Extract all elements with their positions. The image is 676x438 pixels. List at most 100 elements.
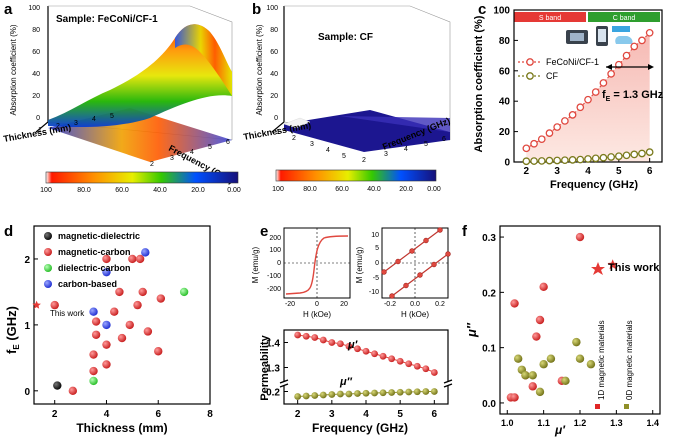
hysteresis-right: 10 5 0 -5 -10 -0.2 0.0 0.2 H (kOe) M (em…: [355, 227, 451, 319]
hyst-right-xtick: -0.2: [384, 301, 396, 308]
permeability-xtick-label: 5: [397, 409, 403, 420]
data-point-cf: [622, 151, 631, 160]
panel-b-xtick: 3: [310, 141, 314, 148]
panel-b-colorbar-tick: 60.0: [335, 186, 349, 193]
hyst-right-point: [395, 258, 401, 265]
hyst-right-point: [437, 227, 443, 233]
hyst-right-xtick: 0.0: [410, 301, 420, 308]
panel-f-ytick-label: 0.3: [482, 233, 496, 244]
panel-c-xlabel: Frequency (GHz): [550, 179, 638, 191]
panel-a-ztick: 20: [32, 93, 40, 100]
panel-a-colorbar-tick: 20.0: [191, 187, 205, 194]
mu-prime-point: [336, 340, 344, 348]
data-point-cf: [530, 157, 538, 165]
device-icon: [566, 26, 608, 46]
panel-d-frame: [33, 225, 211, 405]
panel-d-ylabel-sub: E: [12, 344, 21, 350]
data-point-cf: [568, 156, 577, 164]
mu-prime-point: [354, 345, 361, 353]
hyst-right-point: [423, 237, 429, 244]
panel-b-xtick: 5: [342, 153, 346, 160]
mu-prime-point: [362, 347, 370, 355]
data-point-cf: [630, 150, 639, 159]
data-point-feconi: [591, 88, 600, 96]
data-point-0d: [561, 376, 570, 386]
panel-f-xtick-label: 1.1: [537, 418, 550, 428]
mu-prime-point: [413, 362, 421, 370]
panel-a-ytick: 4: [190, 149, 194, 156]
mu-double-prime-point: [396, 388, 404, 396]
axis-break-right: [444, 381, 452, 386]
panel-a-colorbar-tick: 40.0: [153, 187, 167, 194]
panel-b-ztick: 80: [270, 27, 278, 34]
mu-prime-point: [302, 332, 310, 340]
axis-break-mark: [443, 383, 453, 388]
panel-f-frame: [499, 225, 661, 415]
panel-b-ytick: 4: [404, 146, 408, 153]
hyst-right-ytick: 5: [375, 245, 379, 252]
panel-f-xtick-label: 1.3: [610, 418, 623, 428]
hyst-left-ytick: 0: [277, 260, 281, 267]
panel-b-colorbar-tick: 100: [272, 186, 284, 193]
legend-label-feconi: FeCoNi/CF-1: [546, 57, 599, 67]
mu-double-prime-point: [354, 390, 361, 397]
hyst-left-ytick: 200: [269, 235, 281, 242]
data-point-cf: [645, 148, 654, 156]
data-point-feconi: [599, 79, 608, 87]
band-s-label: S band: [539, 15, 561, 22]
permeability-ytick-label: 1.3: [266, 364, 280, 375]
panel-a-surface: [48, 24, 232, 128]
panel-c-legend: FeCoNi/CF-1 CF: [518, 57, 599, 81]
hyst-left-xtick: 0: [315, 301, 319, 308]
panel-a-ztick: 60: [32, 49, 40, 56]
panel-d-ylabel-unit: (GHz): [4, 306, 19, 344]
mu-double-prime-point: [302, 392, 310, 400]
data-point-1d: [532, 332, 541, 341]
data-point-feconi: [576, 103, 585, 112]
data-point-cf: [522, 157, 531, 166]
panel-c-ytick-label: 80: [499, 36, 511, 47]
hyst-right-ytick: -10: [369, 289, 379, 296]
panel-b-zlabel: Absorption coefficient (%): [255, 24, 264, 115]
data-point-cf: [614, 152, 623, 161]
hyst-right-point: [445, 251, 451, 257]
legend-this-work-star: [591, 262, 605, 275]
data-point-magnetic-carbon: [138, 287, 147, 297]
this-work-star-f: [607, 259, 618, 270]
legend-marker-carbon-based: [44, 280, 52, 288]
mu-prime-point: [311, 334, 319, 341]
mu-double-prime-point: [413, 388, 421, 396]
data-point-0d: [546, 354, 556, 363]
band-c-label: C band: [613, 15, 636, 22]
panel-a-sample-label: Sample: FeCoNi/CF-1: [56, 14, 158, 25]
hyst-left-curve: [285, 235, 349, 295]
hyst-right-ytick: -5: [373, 275, 379, 282]
panel-c-xtick-label: 3: [554, 166, 560, 177]
hyst-right-point: [381, 269, 387, 275]
panel-b-xtick: 4: [326, 147, 330, 154]
data-point-magnetic-carbon: [133, 300, 142, 310]
permeability-xtick-label: 3: [329, 409, 335, 420]
panel-b-colorbar-tick: 20.0: [399, 186, 413, 193]
hyst-left-xtick: 20: [340, 301, 348, 308]
panel-a-ytick: 6: [226, 139, 230, 146]
panel-d-ylabel: fE (GHz): [4, 306, 21, 354]
permeability-xlabel: Frequency (GHz): [312, 421, 408, 435]
panel-d-legend: magnetic-dielectric magnetic-carbon diel…: [44, 231, 140, 289]
hyst-right-ylabel: M (emu/g): [355, 246, 364, 283]
legend-0d-label: 0D magnetic materials: [625, 320, 634, 400]
data-point-magnetic-carbon: [125, 320, 134, 330]
permeability-ylabel: Permeability: [259, 334, 271, 400]
legend-label-carbon-based: carbon-based: [58, 279, 117, 289]
data-point-cf: [607, 153, 615, 161]
data-point-feconi: [645, 28, 654, 37]
data-point-cf: [591, 154, 600, 163]
data-point-cf: [638, 149, 646, 158]
legend-1d-marker: [595, 404, 600, 409]
data-point-1d: [539, 282, 548, 292]
permeability-plot: 2 3 4 5 6 0.2 1.3 1.4 μ′ μ″ Frequency (GHz) Per…: [259, 329, 453, 435]
hysteresis-left: 200 100 0 -100 -200 -20 0 20 H (kOe) M (…: [251, 227, 351, 319]
legend-marker-magnetic-dielectric: [44, 232, 52, 240]
data-point-1d: [528, 382, 537, 391]
fe-annotation: fE = 1.3 GHz: [602, 89, 664, 103]
